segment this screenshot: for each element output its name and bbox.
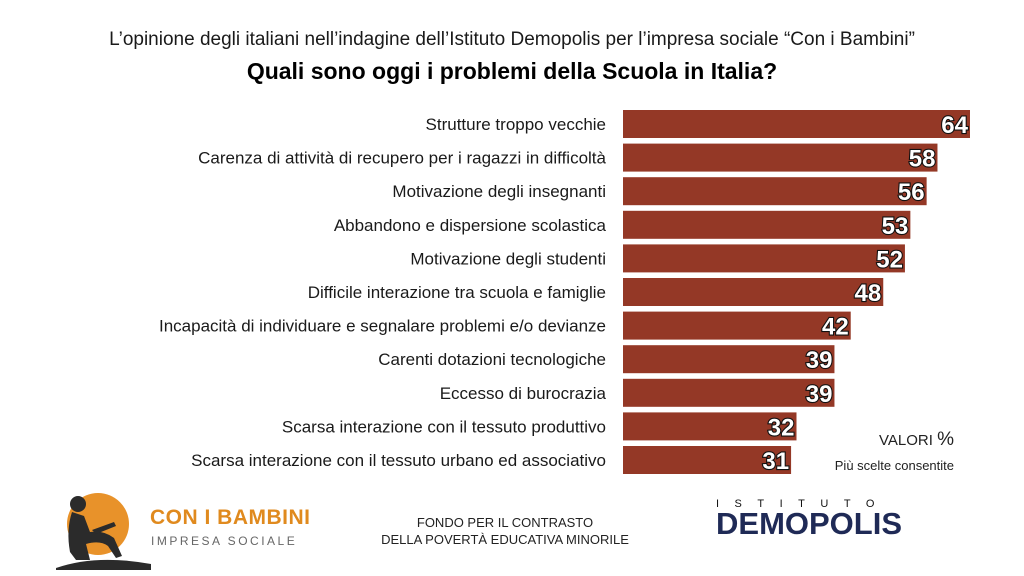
bar	[623, 412, 797, 441]
category-label: Motivazione degli insegnanti	[392, 182, 606, 201]
value-label: 48	[855, 280, 882, 307]
value-label: 39	[806, 347, 833, 374]
bar	[623, 378, 835, 407]
bar	[623, 244, 905, 273]
category-label: Incapacità di individuare e segnalare pr…	[159, 317, 606, 336]
value-label: 39	[806, 381, 833, 408]
category-label: Eccesso di burocrazia	[440, 384, 607, 403]
category-label: Motivazione degli studenti	[410, 249, 606, 268]
value-label: 32	[768, 414, 795, 441]
value-label: 42	[822, 314, 849, 341]
brand-name: CON I BAMBINI	[150, 506, 311, 529]
con-i-bambini-logo-icon	[56, 493, 151, 570]
demopolis-istituto-label: ISTITUTO	[716, 498, 890, 510]
demopolis-logo-text: DEMOPOLIS	[716, 506, 903, 541]
value-label: 64	[941, 112, 968, 139]
values-note-text: VALORI	[879, 432, 933, 449]
value-label: 56	[898, 179, 925, 206]
chart-title: Quali sono oggi i problemi della Scuola …	[246, 58, 778, 84]
bar	[623, 446, 792, 474]
bar	[623, 177, 927, 206]
chart-subtitle: L’opinione degli italiani nell’indagine …	[109, 29, 915, 50]
category-label: Abbandono e dispersione scolastica	[334, 216, 607, 235]
value-label: 58	[909, 146, 936, 173]
brand-tagline: IMPRESA SOCIALE	[151, 534, 298, 548]
bar	[623, 345, 835, 374]
value-label: 52	[876, 246, 903, 273]
value-label: 31	[762, 448, 789, 475]
category-label: Scarsa interazione con il tessuto urbano…	[191, 451, 606, 470]
category-label: Difficile interazione tra scuola e famig…	[308, 283, 606, 302]
bar	[623, 143, 938, 172]
category-label: Carenza di attività di recupero per i ra…	[198, 149, 606, 168]
bar	[623, 311, 851, 340]
fund-line-1: FONDO PER IL CONTRASTO	[416, 515, 594, 530]
category-label: Carenti dotazioni tecnologiche	[378, 350, 606, 369]
category-label: Scarsa interazione con il tessuto produt…	[282, 417, 606, 436]
fund-text: FONDO PER IL CONTRASTO DELLA POVERTÀ EDU…	[340, 514, 670, 548]
bar	[623, 278, 884, 306]
bar-chart: Strutture troppo vecchie 64 Carenza di att…	[159, 110, 970, 476]
category-label: Strutture troppo vecchie	[426, 115, 606, 134]
multiple-choice-note: Più scelte consentite	[834, 458, 954, 473]
bar	[623, 110, 970, 138]
value-label: 53	[882, 213, 909, 240]
fund-line-2: DELLA POVERTÀ EDUCATIVA MINORILE	[381, 532, 629, 547]
values-note-percent: %	[937, 429, 954, 450]
bar	[623, 210, 911, 239]
values-note: VALORI %	[879, 429, 954, 451]
